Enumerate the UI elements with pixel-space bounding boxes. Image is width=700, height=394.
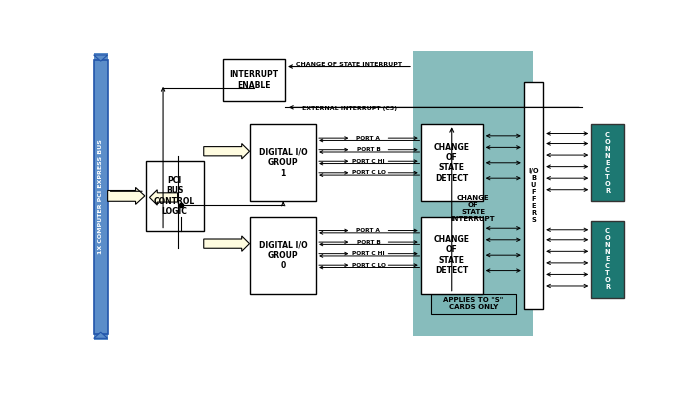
Text: PORT A: PORT A	[356, 136, 380, 141]
Text: CHANGE
OF
STATE
INTERRUPT: CHANGE OF STATE INTERRUPT	[451, 195, 496, 223]
Bar	[94, 54, 108, 340]
Text: DIGITAL I/O
GROUP
1: DIGITAL I/O GROUP 1	[259, 148, 307, 178]
Bar	[223, 59, 285, 101]
Text: C
O
N
N
E
C
T
O
R: C O N N E C T O R	[605, 132, 610, 194]
Text: EXTERNAL INTERRUPT (C3): EXTERNAL INTERRUPT (C3)	[302, 106, 397, 112]
Bar	[421, 217, 483, 294]
Bar	[430, 294, 516, 314]
Bar	[524, 82, 543, 309]
Bar	[251, 124, 316, 201]
Text: PORT C LO: PORT C LO	[351, 263, 386, 268]
Text: PORT B: PORT B	[356, 240, 380, 245]
Bar	[413, 51, 533, 336]
FancyArrow shape	[150, 190, 178, 205]
Bar	[592, 124, 624, 201]
Bar	[421, 124, 483, 201]
Text: PORT C HI: PORT C HI	[352, 251, 385, 256]
Polygon shape	[94, 55, 108, 61]
Bar	[146, 161, 204, 230]
Text: INTERRUPT
ENABLE: INTERRUPT ENABLE	[230, 70, 279, 90]
Text: CHANGE OF STATE INTERRUPT: CHANGE OF STATE INTERRUPT	[296, 63, 402, 67]
Bar	[94, 59, 108, 334]
FancyArrow shape	[204, 143, 249, 159]
Text: APPLIES TO "S"
CARDS ONLY: APPLIES TO "S" CARDS ONLY	[443, 297, 503, 310]
Text: I/O
B
U
F
F
E
R
S: I/O B U F F E R S	[528, 168, 539, 223]
Text: PORT C HI: PORT C HI	[352, 159, 385, 164]
FancyArrow shape	[108, 188, 145, 204]
Text: CHANGE
OF
STATE
DETECT: CHANGE OF STATE DETECT	[434, 143, 470, 183]
Text: C
O
N
N
E
C
T
O
R: C O N N E C T O R	[605, 228, 610, 290]
Bar	[592, 221, 624, 297]
Text: 1X COMPUTER PCI EXPRESS BUS: 1X COMPUTER PCI EXPRESS BUS	[98, 139, 103, 254]
Text: PORT A: PORT A	[356, 228, 380, 233]
Text: PCI
BUS
CONTROL
LOGIC: PCI BUS CONTROL LOGIC	[154, 176, 195, 216]
Text: PORT B: PORT B	[356, 147, 380, 152]
Bar	[251, 217, 316, 294]
Polygon shape	[94, 332, 108, 338]
FancyArrow shape	[204, 236, 249, 251]
Text: CHANGE
OF
STATE
DETECT: CHANGE OF STATE DETECT	[434, 235, 470, 275]
Text: DIGITAL I/O
GROUP
0: DIGITAL I/O GROUP 0	[259, 240, 307, 270]
Text: PORT C LO: PORT C LO	[351, 170, 386, 175]
